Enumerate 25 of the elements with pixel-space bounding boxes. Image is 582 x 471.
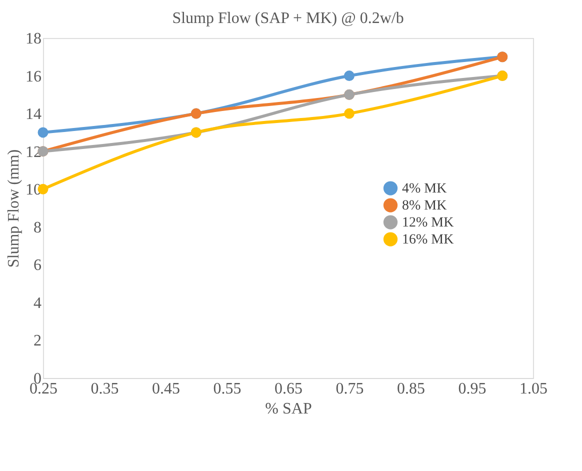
x-axis-title: % SAP — [265, 400, 312, 418]
x-tick-label: 0.95 — [458, 380, 486, 398]
y-tick-label: 8 — [34, 219, 42, 236]
y-tick-label: 18 — [26, 30, 42, 48]
x-tick-label: 0.55 — [213, 380, 242, 398]
y-tick-label: 16 — [26, 68, 42, 86]
x-tick-label: 0.35 — [90, 380, 119, 398]
y-tick-label: 4 — [34, 294, 42, 312]
x-tick-label: 0.85 — [397, 380, 425, 398]
y-tick-label: 2 — [34, 332, 42, 350]
y-tick-label: 14 — [26, 106, 42, 124]
legend-label: 16% MK — [402, 232, 454, 248]
legend-label: 4% MK — [402, 181, 447, 196]
point — [38, 127, 48, 138]
x-tick-label: 0.65 — [274, 380, 302, 398]
point — [344, 70, 354, 82]
y-axis-title: Slump Flow (mm) — [6, 149, 22, 268]
legend-label: 8% MK — [402, 198, 447, 214]
y-tick-label: 6 — [34, 257, 42, 274]
x-tick-label: 0.45 — [152, 380, 180, 398]
legend-label: 12% MK — [402, 215, 454, 230]
x-tick-label: 1.05 — [520, 380, 548, 398]
point — [344, 108, 354, 119]
chart-title: Slump Flow (SAP + MK) @ 0.2w/b — [172, 10, 404, 27]
x-tick-label: 0.75 — [336, 380, 364, 398]
